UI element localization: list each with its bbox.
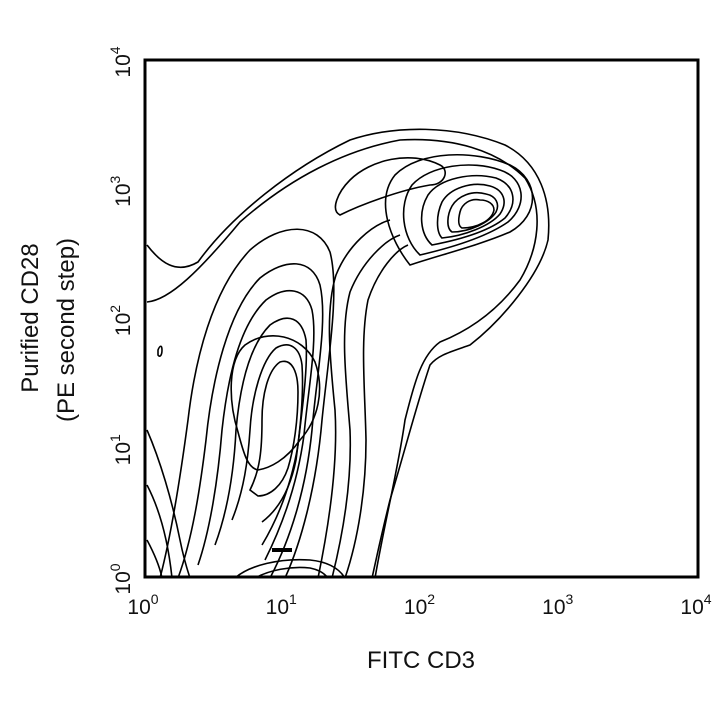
contour-line bbox=[331, 234, 401, 577]
contour-line bbox=[255, 566, 329, 577]
x-tick-exponent: 2 bbox=[427, 591, 435, 607]
contour-line bbox=[248, 360, 299, 497]
x-tick-label: 100 bbox=[127, 591, 158, 619]
x-tick-base: 10 bbox=[266, 596, 289, 619]
y-tick-base: 10 bbox=[112, 183, 135, 206]
contour-line bbox=[234, 558, 346, 577]
x-tick-base: 10 bbox=[404, 596, 427, 619]
contour-line bbox=[157, 345, 163, 357]
x-tick-label: 104 bbox=[680, 591, 711, 619]
x-tick-exponent: 0 bbox=[151, 591, 159, 607]
contour-line bbox=[177, 263, 324, 577]
contour-line bbox=[344, 244, 409, 577]
x-tick-label: 103 bbox=[542, 591, 573, 619]
contour-line bbox=[159, 228, 335, 577]
y-tick-base: 10 bbox=[112, 54, 135, 77]
contour-line bbox=[197, 289, 315, 566]
contour-line bbox=[317, 219, 391, 577]
contour-line bbox=[230, 335, 321, 471]
y-tick-label: 104 bbox=[107, 46, 135, 77]
x-tick-label: 101 bbox=[266, 591, 297, 619]
y-axis-title-line2: (PE second step) bbox=[53, 238, 80, 422]
contour-line bbox=[146, 138, 538, 577]
contour-line bbox=[146, 539, 163, 577]
x-tick-label: 102 bbox=[404, 591, 435, 619]
y-tick-exponent: 2 bbox=[107, 305, 123, 313]
y-tick-label: 100 bbox=[107, 563, 135, 594]
contour-line bbox=[146, 429, 191, 577]
plot-frame bbox=[143, 58, 700, 579]
y-tick-base: 10 bbox=[112, 313, 135, 336]
plot-background bbox=[145, 60, 698, 577]
y-tick-label: 101 bbox=[107, 434, 135, 465]
y-tick-label: 102 bbox=[107, 305, 135, 336]
x-axis-title: FITC CD3 bbox=[367, 647, 475, 674]
y-tick-exponent: 0 bbox=[107, 563, 123, 571]
contour-line bbox=[420, 174, 514, 246]
y-tick-base: 10 bbox=[112, 442, 135, 465]
y-tick-exponent: 4 bbox=[107, 46, 123, 54]
contour-line bbox=[146, 128, 550, 577]
y-axis-title-line1: Purified CD28 bbox=[17, 243, 44, 392]
contour-line bbox=[384, 153, 534, 266]
x-tick-base: 10 bbox=[542, 596, 565, 619]
contour-lines bbox=[146, 128, 550, 577]
x-tick-base: 10 bbox=[680, 596, 703, 619]
contour-line bbox=[231, 344, 304, 523]
y-tick-label: 103 bbox=[107, 175, 135, 206]
contour-line bbox=[436, 183, 505, 239]
y-tick-exponent: 3 bbox=[107, 175, 123, 183]
contour-line bbox=[457, 198, 495, 229]
contour-line bbox=[214, 317, 308, 546]
x-tick-exponent: 3 bbox=[566, 591, 574, 607]
x-tick-exponent: 4 bbox=[704, 591, 712, 607]
y-tick-base: 10 bbox=[112, 571, 135, 594]
x-axis-ticks: 100 101 102 103 104 bbox=[127, 591, 711, 619]
x-tick-exponent: 1 bbox=[289, 591, 297, 607]
x-tick-base: 10 bbox=[127, 596, 150, 619]
contour-line bbox=[146, 484, 173, 577]
contour-line bbox=[334, 157, 446, 216]
contour-line bbox=[402, 164, 522, 256]
y-tick-exponent: 1 bbox=[107, 434, 123, 442]
